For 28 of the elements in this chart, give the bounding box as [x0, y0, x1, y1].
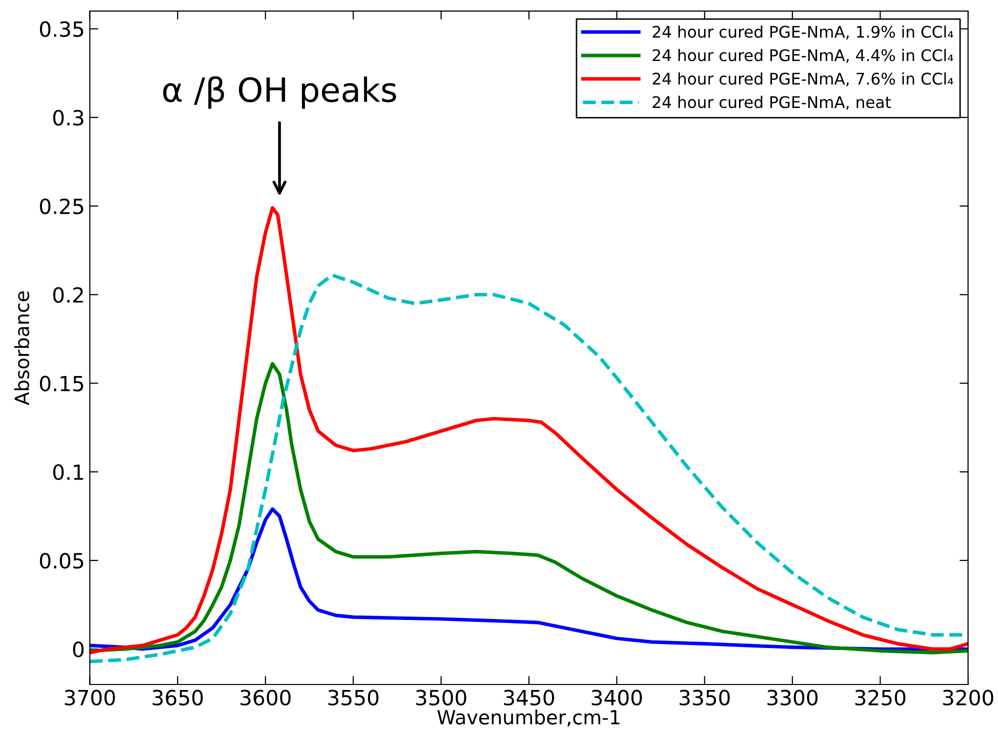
x-tick-label: 3550	[328, 690, 378, 706]
y-tick-label: 0.35	[40, 21, 84, 38]
legend-label: 24 hour cured PGE-NmA, 7.6% in CCl₄	[652, 72, 954, 86]
line-series	[90, 362, 968, 654]
x-tick-label: 3450	[504, 690, 554, 706]
y-tick-label: 0.2	[53, 287, 83, 303]
y-tick-label: 0	[73, 642, 84, 658]
legend-label: 24 hour cured PGE-NmA, neat	[652, 96, 891, 110]
y-tick-label: 0.1	[53, 464, 84, 480]
x-tick-label: 3700	[64, 690, 115, 706]
x-tick-label: 3200	[943, 690, 994, 706]
y-tick-label: 0.15	[40, 376, 84, 392]
x-axis-title: Wavenumber,cm-1	[437, 710, 620, 727]
x-tick-label: 3250	[855, 690, 906, 706]
y-axis-title: Absorbance	[14, 291, 30, 406]
y-tick-label: 0.25	[40, 198, 84, 214]
x-tick-label: 3300	[767, 690, 818, 706]
x-tick-label: 3500	[416, 690, 466, 706]
line-series	[90, 206, 968, 654]
x-tick-label: 3400	[592, 690, 642, 706]
y-tick-label: 0.05	[40, 552, 84, 569]
x-tick-label: 3650	[152, 690, 203, 706]
y-tick-label: 0.3	[53, 110, 84, 126]
x-tick-label: 3600	[240, 690, 291, 706]
x-tick-label: 3350	[680, 690, 730, 706]
legend-label: 24 hour cured PGE-NmA, 1.9% in CCl₄	[652, 25, 954, 40]
legend-label: 24 hour cured PGE-NmA, 4.4% in CCl₄	[652, 48, 954, 63]
annotation: α /β OH peaks	[163, 76, 396, 109]
